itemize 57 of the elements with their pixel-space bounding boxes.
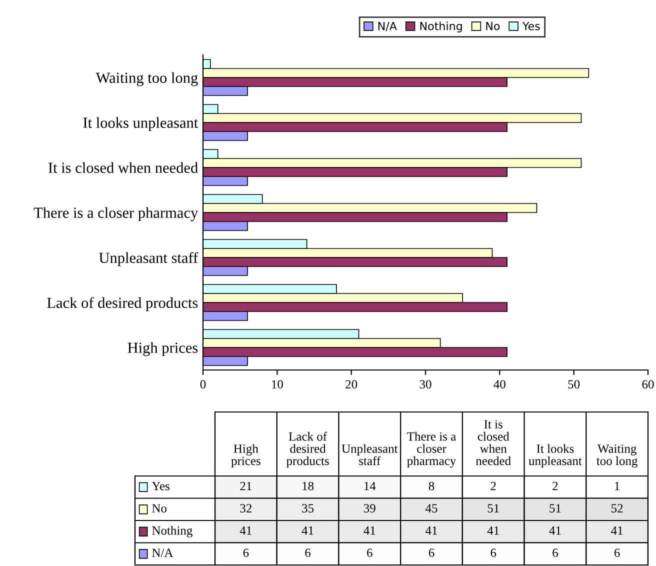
data-label: 41 bbox=[425, 526, 437, 535]
data-label: 6 bbox=[243, 548, 249, 558]
x-tick-label: 0 bbox=[200, 380, 206, 389]
data-label: 2 bbox=[552, 482, 558, 490]
legend-label: Yes bbox=[522, 22, 540, 30]
data-label: 21 bbox=[240, 482, 252, 490]
data-label: 51 bbox=[488, 504, 499, 513]
data-label: 6 bbox=[614, 548, 620, 558]
y-tick-label: Yes bbox=[152, 482, 170, 490]
data-label: 6 bbox=[428, 548, 434, 558]
data-label: 51 bbox=[550, 504, 561, 513]
y-tick-label: Lack of desired products bbox=[47, 297, 198, 312]
data-label: 6 bbox=[490, 548, 496, 558]
data-label: 6 bbox=[552, 548, 558, 558]
data-label: 32 bbox=[240, 504, 252, 513]
data-label: 14 bbox=[364, 482, 376, 490]
legend-label: Nothing bbox=[420, 22, 462, 32]
x-tick-label: 10 bbox=[272, 380, 283, 389]
y-tick-label: Waiting too long bbox=[96, 72, 198, 86]
y-tick-label: It is closed when needed bbox=[48, 162, 198, 173]
data-label: 39 bbox=[364, 504, 376, 513]
y-tick-label: No bbox=[152, 504, 166, 513]
x-tick-label: Lack of desired products bbox=[286, 432, 329, 468]
data-label: 41 bbox=[549, 526, 561, 535]
y-tick-label: Unpleasant staff bbox=[99, 252, 198, 266]
x-tick-label: Unpleasant staff bbox=[342, 444, 398, 466]
legend-label: No bbox=[486, 22, 500, 30]
x-tick-label: There is a closer pharmacy bbox=[407, 432, 456, 468]
x-tick-label: 50 bbox=[568, 380, 580, 389]
data-label: 2 bbox=[490, 482, 496, 490]
x-tick-label: 60 bbox=[642, 380, 654, 389]
data-label: 41 bbox=[487, 526, 499, 535]
x-tick-label: Waiting too long bbox=[596, 444, 638, 468]
y-tick-label: It looks unpleasant bbox=[83, 117, 198, 132]
data-label: 6 bbox=[367, 548, 372, 558]
data-label: 35 bbox=[302, 504, 314, 513]
data-label: 1 bbox=[615, 482, 620, 490]
data-label: 45 bbox=[425, 504, 438, 513]
data-label: 41 bbox=[302, 526, 314, 535]
x-tick-label: High prices bbox=[231, 444, 260, 468]
y-tick-label: High prices bbox=[128, 342, 198, 356]
data-label: 18 bbox=[302, 482, 314, 490]
x-tick-label: 40 bbox=[494, 380, 506, 389]
y-tick-label: N/A bbox=[152, 548, 174, 558]
legend-label: N/A bbox=[378, 22, 397, 32]
x-tick-label: 20 bbox=[346, 380, 358, 389]
data-label: 8 bbox=[428, 482, 434, 490]
y-tick-label: There is a closer pharmacy bbox=[34, 207, 198, 222]
data-label: 6 bbox=[305, 548, 311, 558]
data-label: 41 bbox=[364, 526, 376, 535]
x-tick-label: It looks unpleasant bbox=[528, 444, 582, 468]
y-tick-label: Nothing bbox=[152, 526, 192, 538]
x-tick-label: 30 bbox=[420, 380, 432, 389]
data-label: 41 bbox=[611, 526, 623, 535]
data-label: 41 bbox=[240, 526, 252, 535]
data-label: 52 bbox=[612, 504, 623, 513]
x-tick-label: It is closed when needed bbox=[476, 420, 511, 466]
